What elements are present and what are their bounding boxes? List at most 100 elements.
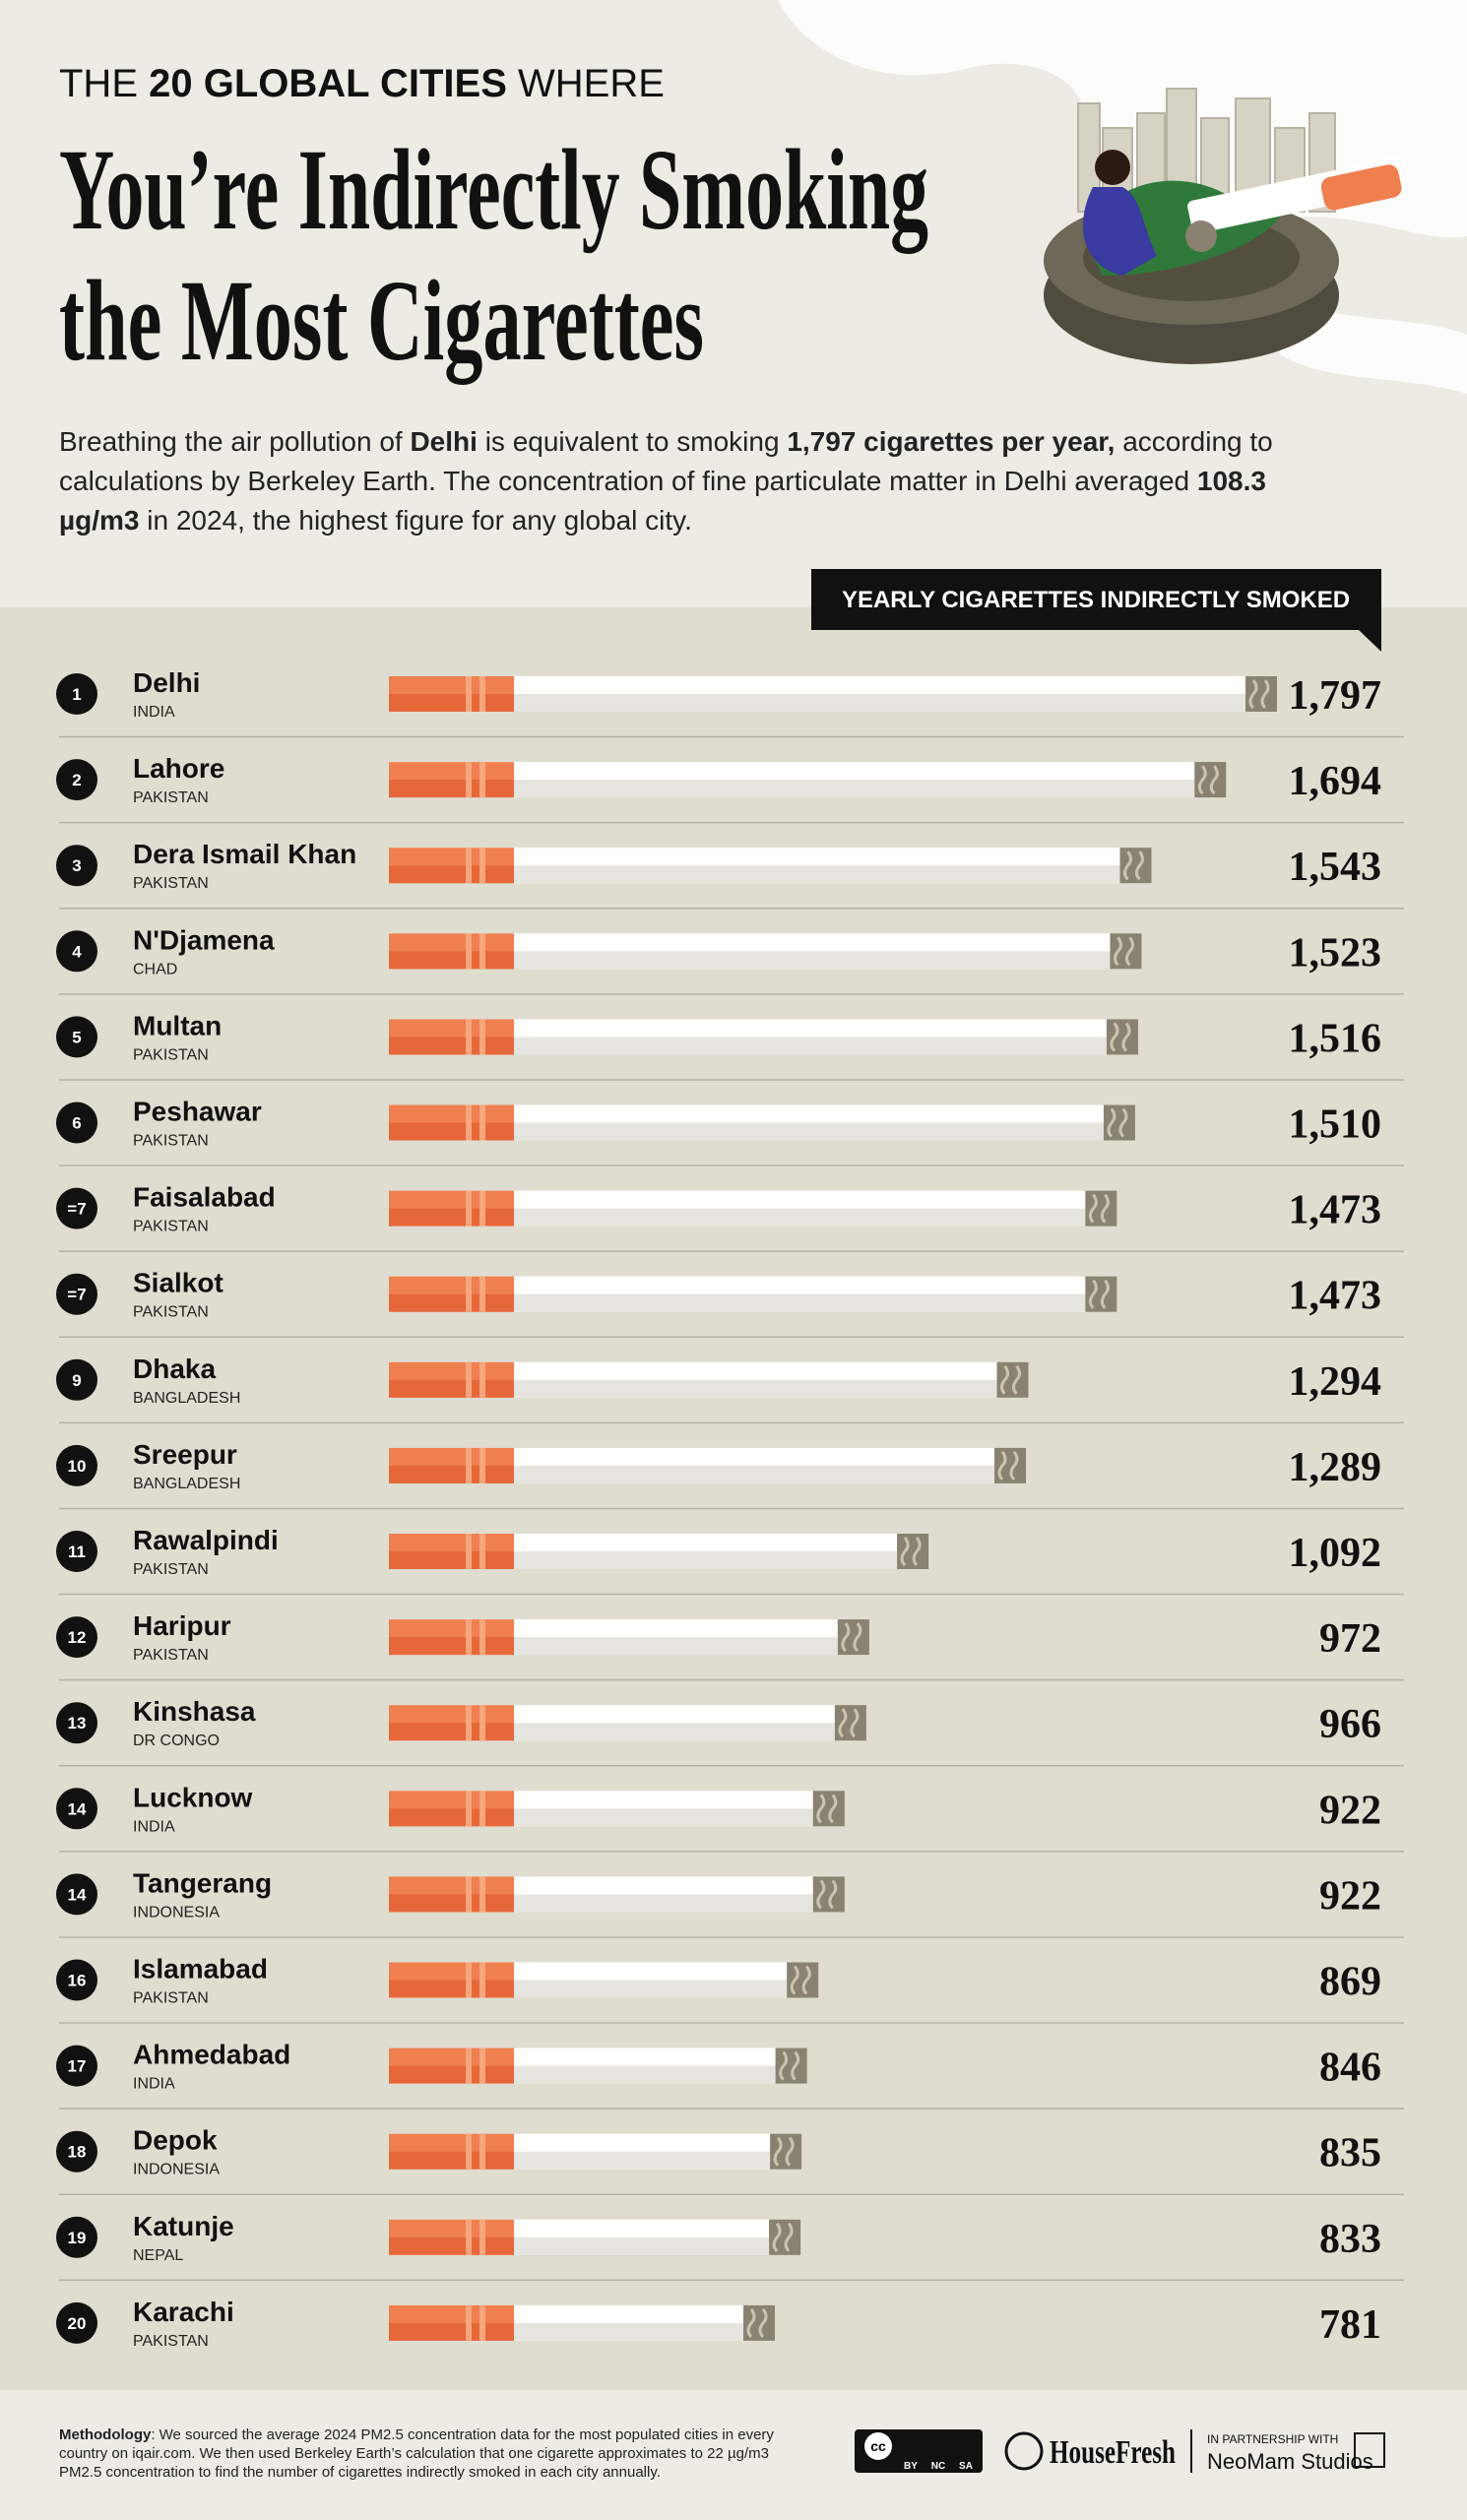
filter-stripe <box>466 1019 472 1055</box>
ash-texture <box>900 1537 922 1567</box>
row: 10 Sreepur BANGLADESH 1,289 <box>56 1439 1404 1510</box>
title: the Most Cigarettes <box>59 256 704 385</box>
country: PAKISTAN <box>133 1990 209 2007</box>
country: PAKISTAN <box>133 789 209 806</box>
brand-icon <box>1004 2431 1044 2471</box>
country: INDIA <box>133 704 175 721</box>
country: INDONESIA <box>133 2162 220 2178</box>
filter-stripe <box>466 848 472 884</box>
text-segment: µg/m3 <box>59 505 139 536</box>
filter-shade <box>389 1894 514 1913</box>
partner-icon <box>1354 2432 1385 2468</box>
filter-shade <box>389 2151 514 2170</box>
cigarette-shade <box>389 951 1111 970</box>
ash <box>994 1447 1027 1483</box>
filter-stripe <box>479 1619 485 1656</box>
ash-texture <box>746 2308 768 2338</box>
rank: 17 <box>68 2057 87 2076</box>
text-line: Breathing the air pollution of Delhi is … <box>59 426 1273 457</box>
filter-stripe <box>479 848 485 884</box>
partner-note: IN PARTNERSHIP WITH <box>1207 2432 1338 2446</box>
country: INDIA <box>133 2076 175 2093</box>
country: PAKISTAN <box>133 1219 209 1235</box>
filter-shade <box>389 2065 514 2084</box>
cigarette-shade <box>389 1208 1086 1227</box>
country: NEPAL <box>133 2247 183 2264</box>
value-label: 835 <box>1319 2131 1381 2176</box>
row: =7 Sialkot PAKISTAN 1,473 <box>56 1268 1404 1338</box>
value-label: 922 <box>1319 1788 1381 1833</box>
ash-texture <box>1110 1022 1131 1052</box>
city-name: Katunje <box>133 2211 234 2241</box>
cigarette-shade <box>389 865 1120 884</box>
cigarette-bar <box>389 2133 802 2170</box>
row: =7 Faisalabad PAKISTAN 1,473 <box>56 1182 1404 1252</box>
cigarette-bar <box>389 1361 1029 1398</box>
cigarette-bar <box>389 1534 929 1569</box>
value-label-title-box: YEARLY CIGARETTES INDIRECTLY SMOKED <box>811 569 1381 652</box>
row: 20 Karachi PAKISTAN 781 <box>56 2297 1381 2350</box>
city-name: Depok <box>133 2125 218 2156</box>
rank: 16 <box>68 1972 87 1990</box>
rank: =7 <box>67 1286 86 1304</box>
rank-badge <box>56 1273 97 1315</box>
filter-stripe <box>466 1361 472 1398</box>
chart-background <box>0 607 1467 2390</box>
ash-texture <box>1000 1364 1022 1395</box>
row: 9 Dhaka BANGLADESH 1,294 <box>56 1354 1404 1424</box>
filter-stripe <box>479 1104 485 1141</box>
ash <box>834 1705 866 1741</box>
ash-texture <box>816 1794 838 1824</box>
text-segment: Breathing the air pollution of <box>59 426 410 457</box>
filter-shade <box>389 1379 514 1398</box>
city-name: Lucknow <box>133 1782 253 1812</box>
country: INDIA <box>133 1818 175 1835</box>
value-label: 1,543 <box>1289 845 1382 890</box>
city-name: Rawalpindi <box>133 1525 279 1555</box>
ash-texture <box>838 1708 860 1738</box>
row: 14 Tangerang INDONESIA 922 <box>56 1867 1404 1938</box>
cigarette-shade <box>389 1465 995 1483</box>
rank-badge <box>56 2130 97 2173</box>
value-label: 1,473 <box>1289 1188 1382 1233</box>
rank: 13 <box>68 1714 87 1732</box>
text-line: country on iqair.com. We then used Berke… <box>59 2445 769 2462</box>
ash <box>996 1361 1029 1398</box>
filter-stripe <box>479 1791 485 1827</box>
text-segment: according to <box>1115 426 1272 457</box>
country: PAKISTAN <box>133 2333 209 2350</box>
city-name: Haripur <box>133 1610 231 1641</box>
cigarette-bar <box>389 2304 776 2341</box>
kicker-part: 20 GLOBAL CITIES <box>149 62 507 105</box>
rank-badge <box>56 2216 97 2258</box>
filter-stripe <box>466 1534 472 1569</box>
footer: Methodology: We sourced the average 2024… <box>0 2390 1467 2520</box>
filter-stripe <box>479 2048 485 2084</box>
filter-stripe <box>466 762 472 798</box>
value-label: 1,797 <box>1289 673 1382 719</box>
text-line: µg/m3 in 2024, the highest figure for an… <box>59 505 692 536</box>
city-name: Faisalabad <box>133 1182 276 1213</box>
rank-badge <box>56 1444 97 1486</box>
rank: 14 <box>68 1885 87 1904</box>
city-name: Tangerang <box>133 1867 272 1898</box>
city-name: Dhaka <box>133 1354 216 1384</box>
filter-shade <box>389 1637 514 1656</box>
cigarette-bar <box>389 2048 807 2084</box>
cigarette-shade <box>389 1037 1107 1055</box>
kicker-part: WHERE <box>507 62 665 105</box>
ash-texture <box>1088 1279 1110 1309</box>
ash-texture <box>1123 850 1145 881</box>
value-label: 972 <box>1319 1616 1381 1662</box>
filter-stripe <box>479 1276 485 1312</box>
filter-stripe <box>466 1705 472 1741</box>
filter-stripe <box>466 1619 472 1656</box>
filter-stripe <box>466 1447 472 1483</box>
kicker: THE 20 GLOBAL CITIES WHERE <box>59 62 665 105</box>
city-name: N'Djamena <box>133 924 275 955</box>
ash <box>1110 933 1142 970</box>
ashtray <box>1044 150 1405 364</box>
text-line: PM2.5 concentration to find the number o… <box>59 2464 661 2481</box>
row: 6 Peshawar PAKISTAN 1,510 <box>56 1097 1404 1166</box>
filter-stripe <box>466 2133 472 2170</box>
